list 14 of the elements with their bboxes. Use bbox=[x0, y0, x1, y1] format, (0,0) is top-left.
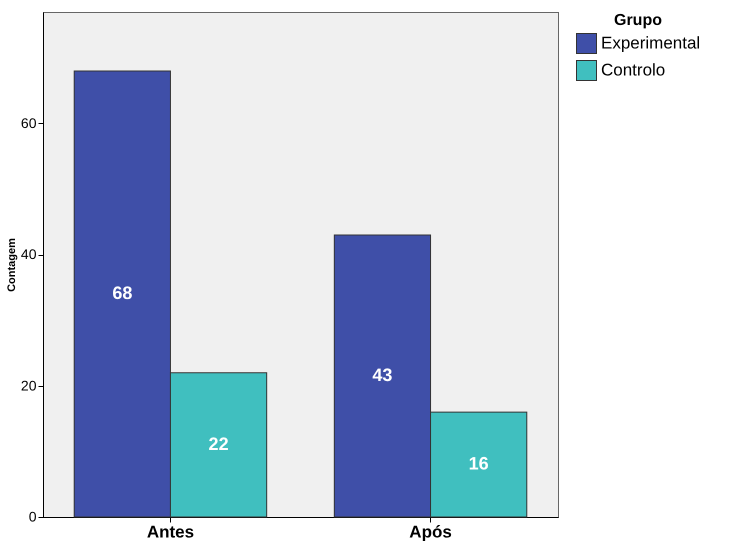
y-tick-label: 60 bbox=[20, 114, 37, 131]
x-tick-label: Antes bbox=[146, 522, 194, 542]
legend-label: Controlo bbox=[601, 60, 666, 80]
y-tick-label: 0 bbox=[28, 508, 37, 524]
legend-label: Experimental bbox=[601, 34, 700, 52]
data-label: 68 bbox=[112, 283, 132, 304]
y-tick-label: 40 bbox=[20, 246, 37, 262]
y-axis-title: Contagem bbox=[6, 238, 18, 292]
y-tick-label: 20 bbox=[20, 377, 37, 394]
legend-title: Grupo bbox=[614, 12, 662, 29]
data-label: 16 bbox=[468, 454, 489, 474]
data-label: 43 bbox=[372, 364, 392, 385]
x-tick-label: Após bbox=[409, 522, 452, 542]
data-label: 22 bbox=[208, 434, 229, 454]
